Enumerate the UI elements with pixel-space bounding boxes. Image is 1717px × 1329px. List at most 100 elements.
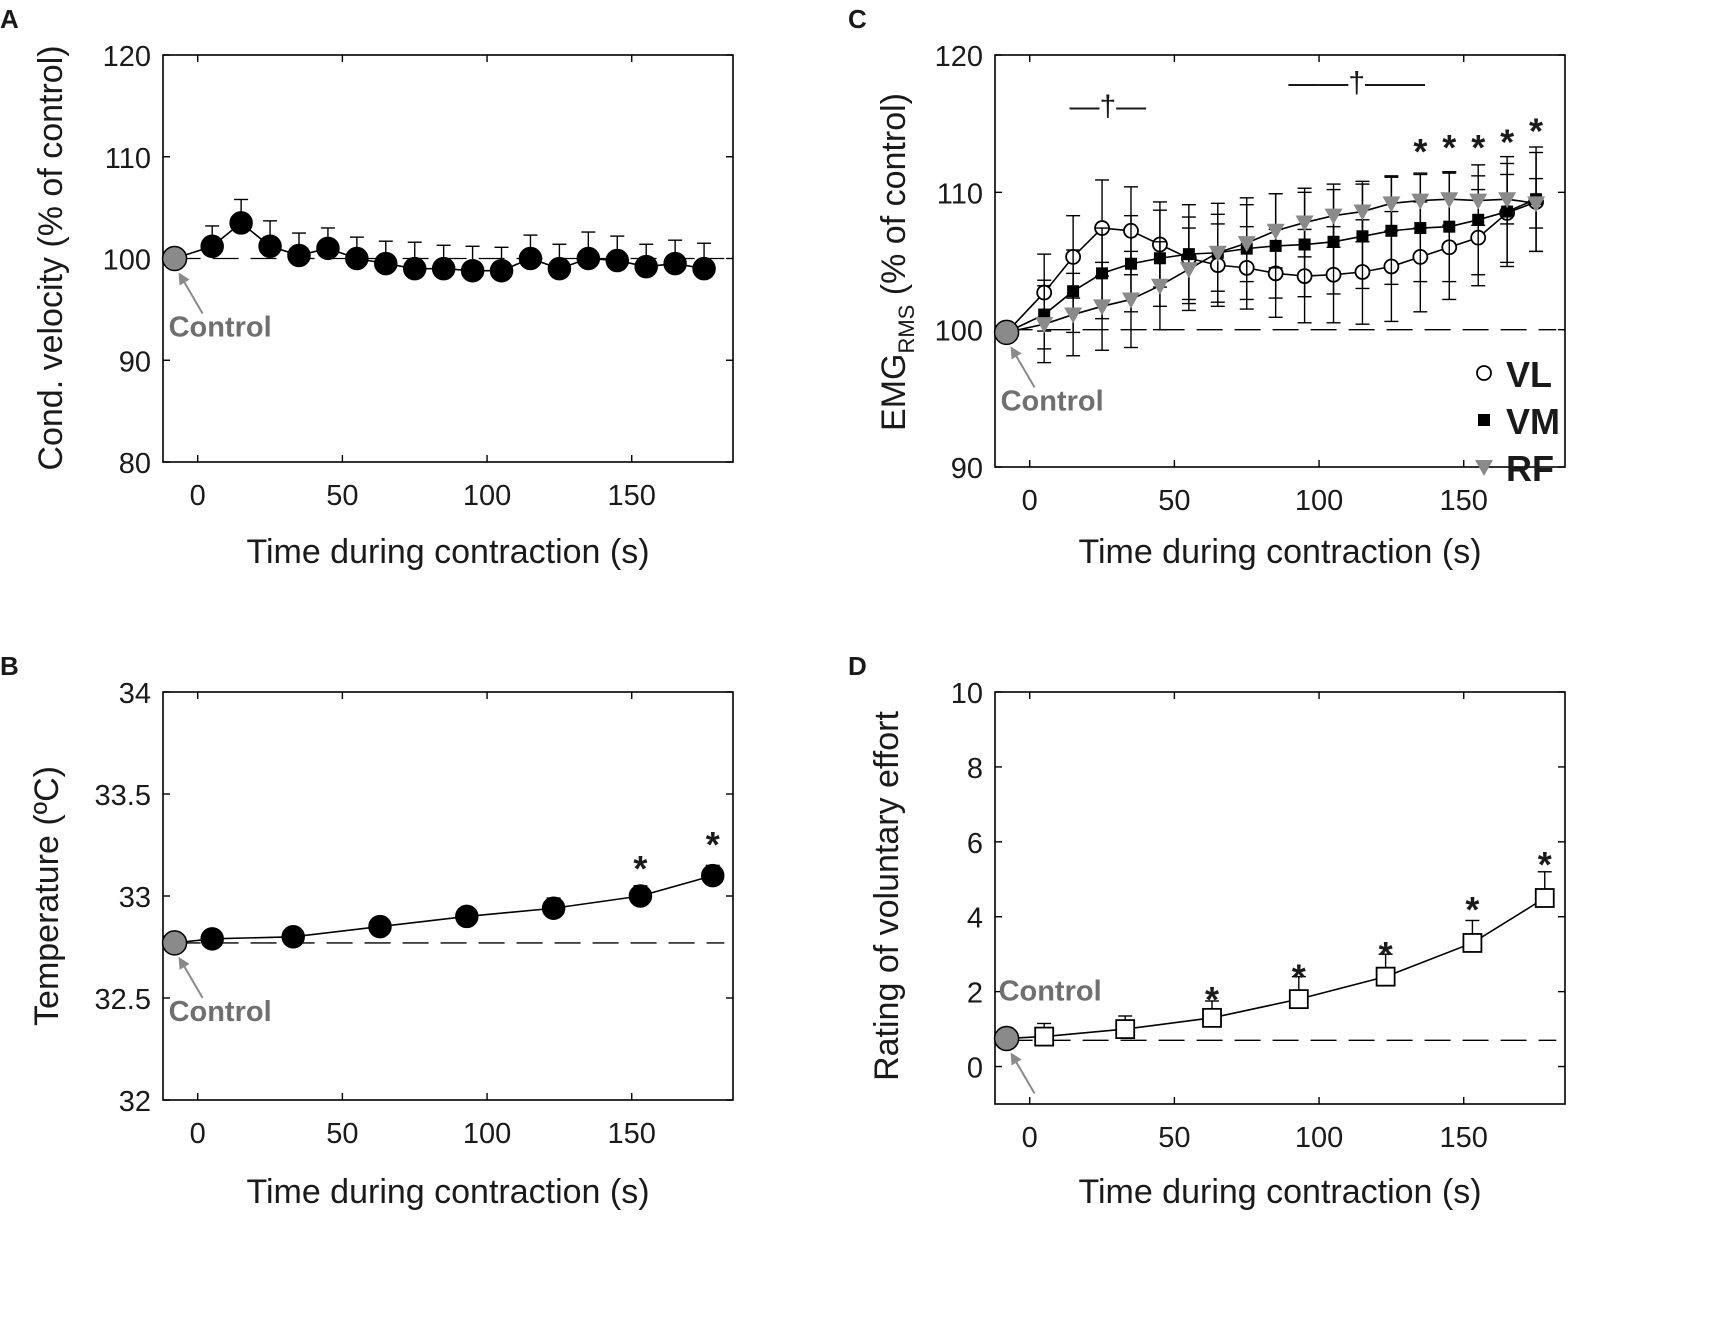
data-point [1411, 193, 1430, 210]
axes-frame [994, 691, 1566, 1105]
control-arrow-head [1010, 1052, 1022, 1066]
series-line [1006, 198, 1537, 334]
significance-asterisk: * [1379, 934, 1393, 975]
data-point [1035, 317, 1054, 334]
data-point [1469, 193, 1488, 210]
data-point [1150, 278, 1169, 295]
data-point [1375, 966, 1396, 987]
panel-c: C 0 50 100 150 90 100 110 120 Time during contrac… [848, 4, 1566, 571]
data-point [1202, 1007, 1222, 1028]
y-tick-label: 33 [119, 882, 151, 914]
control-label: Control [999, 975, 1102, 1007]
data-point [345, 246, 369, 271]
legend-marker-rf [1475, 460, 1493, 476]
series-vm [1006, 146, 1544, 350]
data-point [1295, 215, 1314, 232]
x-axis-label: Time during contraction (s) [246, 533, 649, 571]
control-label: Control [169, 312, 272, 344]
significance-asterisk: * [1538, 844, 1552, 885]
y-tick-label: 100 [935, 316, 983, 348]
significance-asterisk: * [1465, 889, 1479, 930]
data-point [1115, 1019, 1136, 1039]
x-tick-label: 100 [463, 1118, 511, 1150]
x-tick-label: 50 [1158, 1122, 1190, 1154]
data-point [547, 256, 572, 281]
x-tick-label: 0 [190, 480, 206, 512]
legend-marker-vm [1478, 414, 1490, 426]
y-tick-label: 80 [119, 448, 151, 480]
axes-frame [994, 54, 1566, 468]
series-rf [1006, 172, 1546, 364]
y-axis-label: Temperature (ºC) [28, 766, 66, 1026]
data-point [1440, 192, 1459, 209]
control-point [993, 1025, 1020, 1052]
data-point [200, 927, 224, 951]
data-point [460, 258, 485, 283]
x-tick-label: 100 [1295, 485, 1343, 517]
data-point [1288, 989, 1309, 1010]
x-tick-label: 150 [608, 480, 656, 512]
panel-d: D 0 50 100 150 0 2 4 6 8 10 Time during contraction… [848, 651, 1566, 1211]
control-point [161, 245, 188, 272]
data-point [281, 925, 305, 949]
y-tick-label: 10 [951, 678, 983, 710]
control-label: Control [1001, 385, 1104, 417]
data-point [489, 258, 514, 283]
control-arrow-shaft [1012, 1056, 1036, 1094]
data-point [374, 251, 398, 276]
y-axis-label: Cond. velocity (% of control) [32, 45, 70, 470]
data-point [455, 904, 479, 929]
data-point [1266, 223, 1285, 240]
x-tick-label: 0 [1022, 1122, 1038, 1154]
control-arrow-shaft [180, 276, 204, 315]
significance-asterisk: * [1529, 111, 1543, 152]
significance-asterisk: * [633, 848, 647, 889]
series-line [1006, 198, 1537, 334]
data-point [634, 254, 658, 279]
data-point [1443, 220, 1456, 233]
control-arrow-shaft [180, 961, 204, 999]
legend-marker-vl [1476, 365, 1492, 381]
data-point [368, 914, 392, 939]
data-point [1093, 299, 1112, 316]
significance-asterisk: * [706, 824, 720, 865]
y-tick-label: 90 [119, 346, 151, 378]
y-tick-label: 32 [119, 1086, 151, 1118]
series-cond-velocity [174, 198, 716, 283]
data-point [605, 248, 630, 273]
control-point [161, 930, 188, 956]
data-point [1353, 204, 1372, 221]
data-point [229, 211, 253, 235]
panel-letter: D [848, 651, 867, 681]
significance-asterisk: * [1471, 127, 1485, 168]
data-point [576, 246, 601, 271]
data-point [431, 256, 456, 281]
y-tick-label: 100 [103, 245, 151, 277]
y-tick-label: 8 [967, 753, 983, 785]
y-tick-label: 120 [103, 41, 151, 73]
data-point [316, 236, 340, 261]
y-tick-label: 2 [967, 978, 983, 1010]
data-point [541, 896, 566, 920]
data-point [287, 243, 311, 268]
significance-dagger: —†— [1069, 90, 1146, 123]
data-point [1179, 262, 1198, 279]
series-effort-rating [1006, 871, 1555, 1047]
data-point [1527, 196, 1546, 213]
series-line [174, 874, 713, 944]
significance-asterisk: * [1500, 122, 1514, 163]
data-point [258, 234, 282, 259]
data-point [1534, 888, 1555, 908]
data-point [1208, 245, 1227, 262]
y-tick-label: 34 [119, 678, 151, 710]
x-axis-label: Time during contraction (s) [1078, 1173, 1481, 1211]
data-point [402, 256, 427, 281]
series-temperature [174, 863, 725, 951]
panel-letter: C [848, 4, 867, 34]
y-tick-label: 120 [935, 41, 983, 73]
x-tick-label: 100 [1295, 1122, 1343, 1154]
x-tick-label: 50 [1158, 485, 1190, 517]
y-tick-label: 32.5 [95, 984, 151, 1016]
data-point [1462, 933, 1483, 953]
